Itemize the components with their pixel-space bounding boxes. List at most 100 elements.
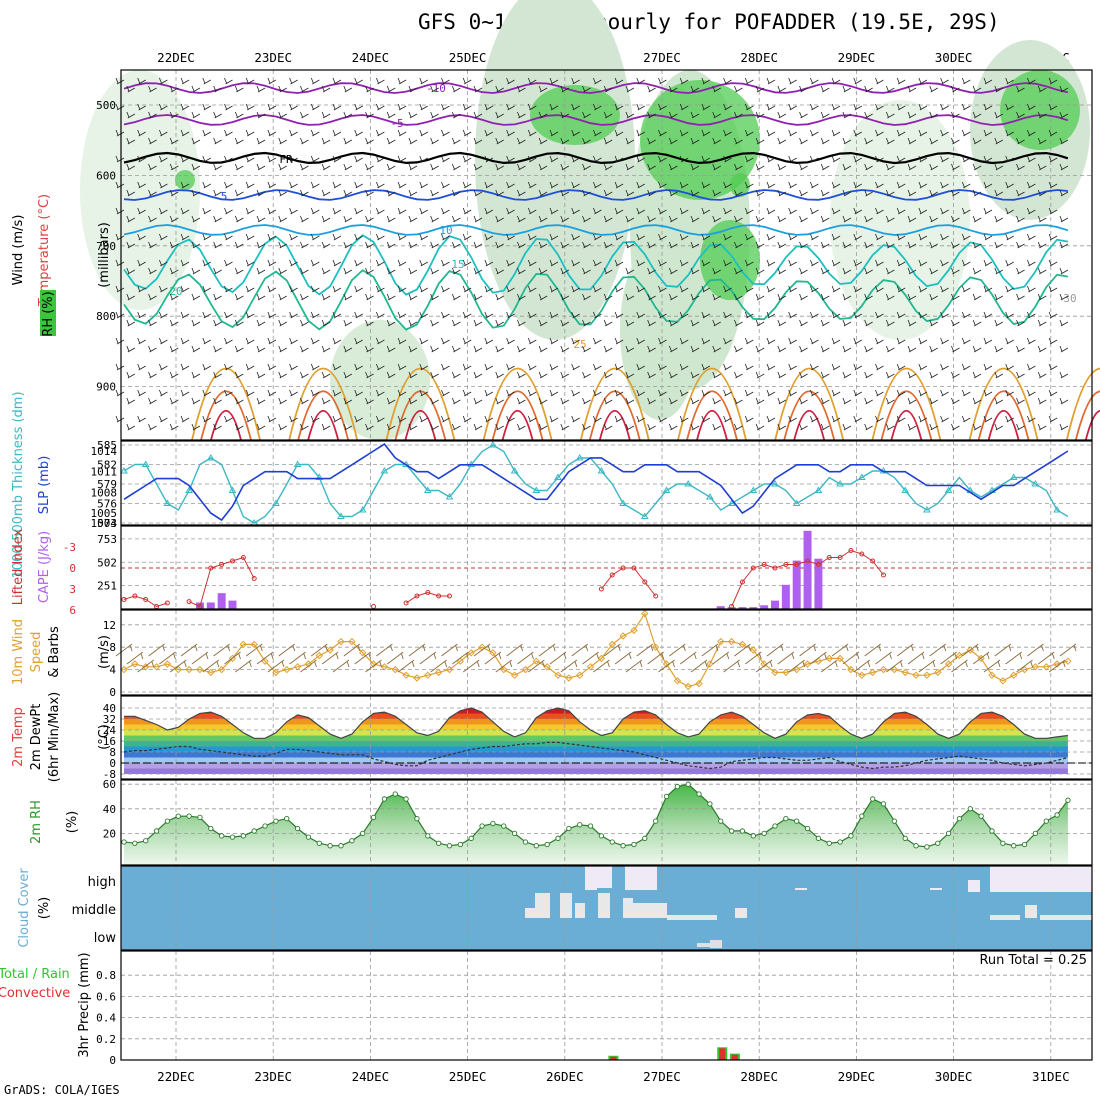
wind-speed-point [120, 665, 128, 674]
wind-barb [159, 311, 168, 319]
wind-speed-point [532, 657, 541, 665]
precip-conv-bar [731, 1054, 738, 1060]
wind-barb [397, 311, 407, 319]
li-line [123, 595, 168, 608]
wind-barb [755, 111, 765, 119]
wind-axis-label: Wind (m/s) [11, 215, 26, 286]
wind-barb [951, 163, 960, 171]
cape-tick: 502 [97, 556, 117, 569]
wind-barb [951, 423, 960, 431]
wind-barb [983, 103, 993, 111]
wind-barb [300, 371, 309, 379]
wind-barb [799, 215, 808, 223]
wind-barb [419, 311, 428, 319]
wind-barb [245, 389, 255, 397]
wind-barb [495, 111, 504, 119]
wind-speed-point [1009, 671, 1018, 679]
rh-point [598, 833, 605, 839]
wind-barb [1048, 389, 1058, 397]
wind-speed-point [207, 668, 215, 677]
wind-barb [940, 77, 949, 85]
wind-barb [234, 397, 244, 405]
wind-barb [538, 111, 548, 119]
wind-barb [267, 389, 277, 397]
wind-speed-point [890, 665, 899, 674]
wind-barb [1059, 137, 1069, 145]
wind-barb [1005, 337, 1014, 345]
wind-barb [300, 163, 309, 171]
wind-barb [430, 163, 439, 171]
li-point [609, 572, 615, 578]
wind-barb [994, 215, 1004, 223]
wind-barb [951, 397, 960, 405]
wind-barb [647, 345, 656, 353]
wind-barb [289, 129, 298, 137]
wind-speed-point [673, 677, 682, 685]
wind-barb [419, 415, 428, 423]
wind-barb [831, 389, 841, 397]
wind-barb [820, 423, 830, 431]
wind-barb [625, 267, 635, 275]
wind10m-barb [549, 651, 567, 665]
wind10m-unit: (m/s) [97, 635, 112, 669]
wind-barb [788, 285, 797, 293]
wind-barb [267, 363, 277, 371]
temp-contour [123, 114, 1069, 126]
wind-barb [245, 285, 255, 293]
wind-barb [224, 155, 233, 163]
wind-barb [419, 103, 428, 111]
wind-speed-point [250, 640, 258, 649]
wind-barb [788, 77, 797, 85]
wind-barb [538, 345, 548, 353]
wind-barb [690, 371, 700, 379]
wind10m-barb [658, 659, 675, 673]
wind-barb [1048, 103, 1058, 111]
warm-arc [968, 367, 1039, 441]
wind-barb [365, 371, 374, 379]
wind-barb [430, 267, 439, 275]
wind-barb [864, 137, 873, 145]
wind-barb [961, 415, 971, 423]
wind-barb [191, 319, 201, 327]
wind-barb [961, 389, 971, 397]
wind-barb [658, 259, 667, 267]
temp-tick: 40 [103, 702, 116, 715]
wind-barb [885, 137, 895, 145]
wind-barb [517, 111, 526, 119]
wind-barb [300, 345, 309, 353]
wind-barb [907, 267, 917, 275]
thickness-point [684, 480, 693, 487]
wind-barb [473, 267, 483, 275]
wind-speed-point [966, 646, 975, 654]
rh-point [696, 791, 702, 797]
precip-tick: 0.6 [96, 990, 116, 1003]
li-point [240, 555, 246, 560]
li-point [881, 572, 886, 578]
wind-barb [430, 85, 439, 93]
wind-barb [679, 77, 689, 85]
wind-barb [354, 259, 363, 267]
wind10m-barb [224, 651, 241, 665]
wind10m-barb [983, 659, 1001, 673]
wind-barb [137, 363, 146, 371]
wind-barb [571, 233, 580, 241]
wind-barb [788, 207, 797, 215]
wind-barb [983, 311, 993, 319]
wind-barb [430, 137, 439, 145]
wind-barb [658, 337, 667, 345]
wind-barb [668, 371, 678, 379]
wind-speed-point [738, 640, 747, 649]
wind-barb [386, 345, 396, 353]
wind-barb [918, 129, 928, 137]
wind-barb [495, 189, 504, 197]
wind-barb [365, 163, 374, 171]
wind-barb [278, 189, 287, 197]
wind-barb [961, 129, 971, 137]
wind-barb [408, 371, 418, 379]
wind-barb [202, 363, 211, 371]
wind-speed-point [1020, 665, 1029, 674]
li-point [414, 593, 420, 599]
wind10m-barb [701, 643, 719, 657]
wind-barb [1027, 103, 1036, 111]
wind-barb [376, 259, 385, 267]
